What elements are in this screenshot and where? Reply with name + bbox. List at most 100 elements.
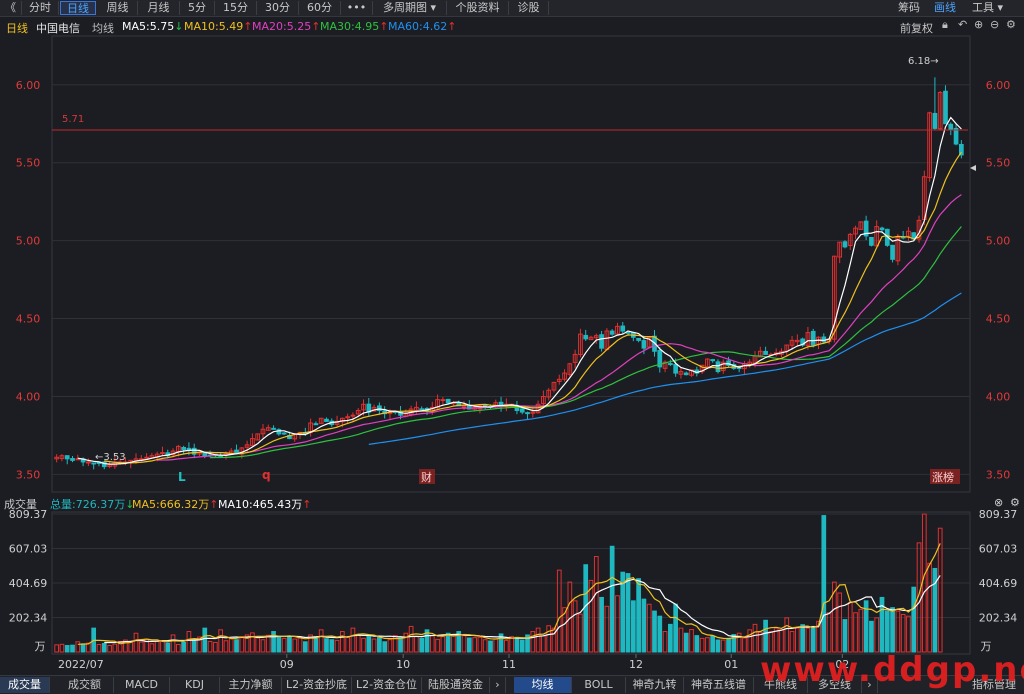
volume-bar[interactable] (720, 639, 726, 653)
candle[interactable] (419, 408, 425, 411)
volume-bar[interactable] (101, 642, 107, 653)
tab-5min[interactable]: 5分 (180, 1, 215, 15)
volume-bar[interactable] (451, 634, 456, 653)
volume-settings-icon[interactable]: ⚙ (1010, 496, 1020, 509)
volume-bar[interactable] (213, 641, 218, 653)
settings-icon[interactable]: ⚙ (1006, 18, 1016, 31)
candle[interactable] (355, 410, 361, 415)
candle[interactable] (959, 143, 964, 156)
volume-bar[interactable] (832, 581, 837, 653)
candle[interactable] (64, 455, 70, 460)
volume-bar[interactable] (392, 635, 398, 653)
draw-line-button[interactable]: 画线 (934, 1, 956, 14)
volume-bar[interactable] (710, 635, 716, 653)
volume-bar[interactable] (445, 632, 451, 653)
candle[interactable] (435, 399, 440, 409)
volume-bar[interactable] (366, 635, 372, 653)
volume-bar[interactable] (794, 627, 800, 653)
candle[interactable] (678, 371, 684, 375)
multi-period-dropdown[interactable]: 多周期图 ▾ (373, 1, 447, 15)
volume-bar[interactable] (821, 515, 827, 653)
volume-bar[interactable] (630, 600, 636, 653)
volume-bar[interactable] (175, 643, 181, 653)
candle[interactable] (377, 405, 382, 412)
candle[interactable] (160, 452, 165, 455)
tab-bull-bear[interactable]: 牛熊线 (754, 677, 808, 693)
volume-bar[interactable] (218, 629, 224, 653)
candle[interactable] (202, 452, 208, 457)
volume-bar[interactable] (308, 634, 313, 653)
volume-bar[interactable] (382, 641, 388, 653)
volume-bar[interactable] (477, 636, 483, 653)
volume-bar[interactable] (789, 631, 795, 653)
candle[interactable] (59, 455, 65, 459)
candle[interactable] (615, 325, 620, 335)
volume-bar[interactable] (546, 625, 552, 653)
candle[interactable] (937, 92, 943, 130)
volume-bar[interactable] (260, 639, 266, 653)
volume-bar[interactable] (657, 615, 663, 653)
candle[interactable] (683, 372, 689, 376)
volume-bar[interactable] (593, 556, 599, 653)
candle[interactable] (567, 363, 573, 375)
tab-monthly[interactable]: 月线 (138, 1, 180, 15)
candle[interactable] (265, 427, 271, 431)
volume-bar[interactable] (80, 643, 86, 653)
volume-bar[interactable] (493, 638, 499, 653)
adjust-mode[interactable]: 前复权 (900, 22, 933, 35)
volume-bar[interactable] (345, 636, 350, 653)
diagnose-button[interactable]: 诊股 (509, 1, 549, 15)
candle[interactable] (800, 338, 805, 346)
volume-bar[interactable] (482, 639, 488, 653)
candle[interactable] (710, 359, 716, 362)
volume-bar[interactable] (615, 595, 620, 653)
volume-bar[interactable] (678, 627, 684, 653)
tab-magic-five[interactable]: 神奇五线谱 (684, 677, 754, 693)
volume-bar[interactable] (123, 639, 128, 653)
tab-boll[interactable]: BOLL (572, 677, 626, 693)
volume-bar[interactable] (742, 637, 747, 653)
candle[interactable] (445, 398, 451, 404)
tab-l2-position[interactable]: L2-资金仓位 (352, 677, 422, 693)
volume-bar[interactable] (906, 615, 911, 653)
tools-dropdown[interactable]: 工具 ▾ (972, 1, 1004, 14)
volume-bar[interactable] (371, 638, 377, 653)
volume-bar[interactable] (937, 527, 943, 653)
volume-bar[interactable] (858, 608, 864, 653)
candle[interactable] (879, 227, 885, 231)
candle[interactable] (361, 403, 366, 411)
volume-bar[interactable] (673, 603, 679, 653)
candle[interactable] (609, 330, 615, 335)
volume-bar[interactable] (768, 631, 774, 653)
candle[interactable] (953, 127, 959, 145)
volume-bar[interactable] (419, 637, 425, 653)
volume-bar[interactable] (705, 637, 710, 653)
volume-bar[interactable] (287, 636, 292, 653)
candle[interactable] (181, 447, 186, 450)
candle[interactable] (837, 241, 843, 258)
candle[interactable] (556, 378, 562, 382)
candle[interactable] (906, 230, 911, 237)
volume-bar[interactable] (588, 579, 594, 653)
volume-bar[interactable] (329, 639, 335, 653)
volume-bar[interactable] (424, 629, 430, 653)
candle[interactable] (620, 325, 626, 332)
volume-bar[interactable] (244, 634, 250, 653)
candle[interactable] (593, 335, 599, 339)
candle[interactable] (858, 221, 864, 230)
volume-bar[interactable] (816, 620, 821, 653)
candle[interactable] (186, 447, 192, 450)
candle[interactable] (70, 458, 75, 461)
tab-30min[interactable]: 30分 (257, 1, 299, 15)
candle[interactable] (927, 112, 932, 179)
ma-type-label[interactable]: 均线 (92, 22, 114, 35)
volume-bar[interactable] (509, 636, 514, 653)
volume-bar[interactable] (292, 638, 298, 653)
candle[interactable] (699, 364, 705, 373)
volume-bar[interactable] (59, 643, 65, 653)
stock-profile-button[interactable]: 个股资料 (447, 1, 509, 15)
candle[interactable] (572, 353, 578, 363)
volume-bar[interactable] (773, 627, 779, 653)
candle[interactable] (144, 456, 149, 459)
volume-bar[interactable] (715, 639, 721, 653)
